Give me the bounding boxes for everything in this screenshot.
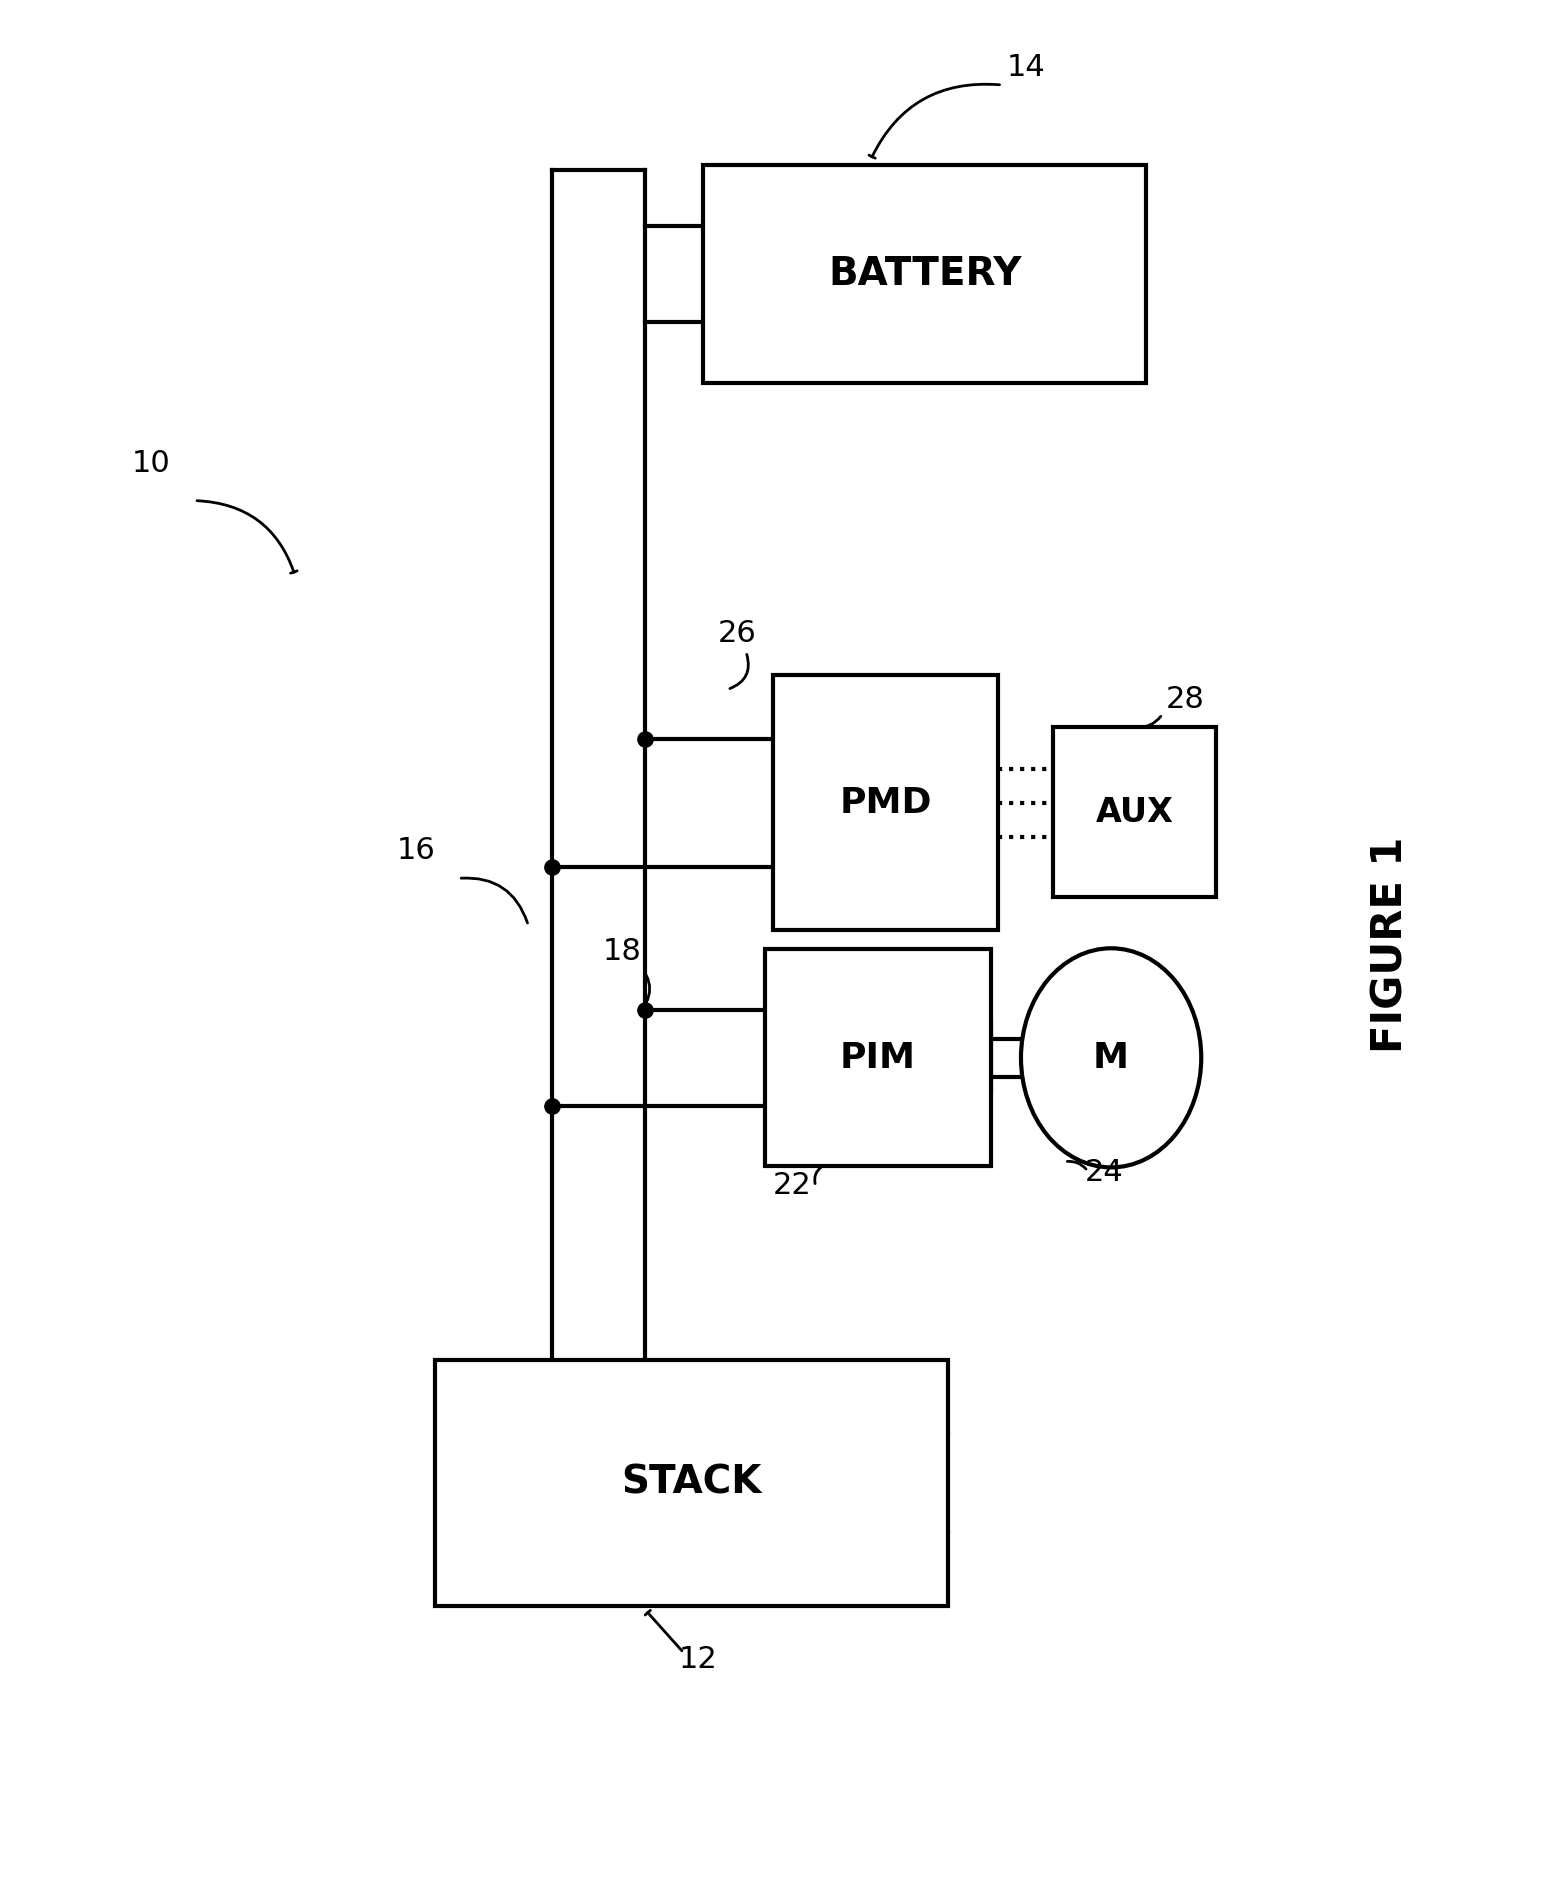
- Text: BATTERY: BATTERY: [828, 255, 1021, 293]
- Text: 10: 10: [132, 450, 171, 478]
- Circle shape: [1021, 948, 1201, 1167]
- Text: FIGURE 1: FIGURE 1: [1369, 837, 1413, 1052]
- Text: M: M: [1092, 1041, 1130, 1075]
- Bar: [1054, 727, 1217, 897]
- Text: AUX: AUX: [1096, 795, 1173, 829]
- Text: 18: 18: [603, 937, 642, 965]
- Text: STACK: STACK: [622, 1464, 761, 1502]
- Bar: [702, 166, 1147, 382]
- Text: 28: 28: [1166, 686, 1204, 714]
- Text: PIM: PIM: [841, 1041, 915, 1075]
- Text: 22: 22: [772, 1171, 811, 1200]
- Text: 16: 16: [396, 837, 435, 865]
- Text: 24: 24: [1085, 1158, 1124, 1186]
- Text: 14: 14: [1007, 53, 1046, 81]
- Bar: [772, 676, 998, 931]
- Text: PMD: PMD: [839, 786, 932, 820]
- Bar: [765, 948, 991, 1166]
- Text: 26: 26: [718, 620, 757, 648]
- Bar: [435, 1360, 948, 1606]
- Text: 12: 12: [679, 1645, 718, 1674]
